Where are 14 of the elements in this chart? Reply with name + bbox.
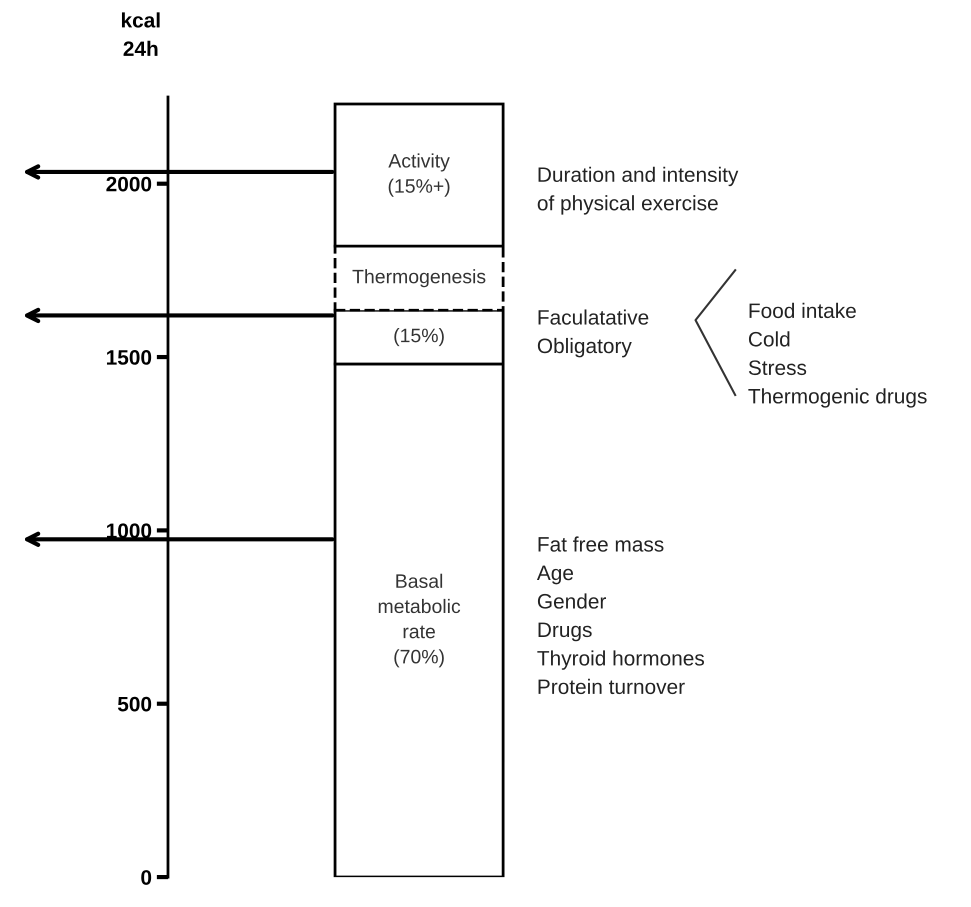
series-label: Thermogenesis xyxy=(352,269,486,288)
series-label: Basal metabolic rate (70%) xyxy=(378,574,460,668)
text: Fat free mass Age Gender Drugs Thyroid hormones Protein turnover xyxy=(536,536,704,694)
y-tick-label: 2000 xyxy=(106,176,152,192)
y-tick-label: 0 xyxy=(141,870,152,885)
series-label: (15%) xyxy=(394,328,444,346)
y-axis-title: kcal 24h xyxy=(122,12,160,56)
text: Food intake Cold Stress Thermogenic drugs xyxy=(748,302,927,408)
y-tick-label: 1500 xyxy=(106,350,152,365)
text: Duration and intensity of physical exercise xyxy=(538,166,738,215)
text: Faculatative Obligatory xyxy=(538,309,648,358)
series-label: Activity (15%+) xyxy=(388,153,450,197)
y-tick-label: 500 xyxy=(118,696,152,712)
y-tick-label: 1000 xyxy=(106,523,152,538)
